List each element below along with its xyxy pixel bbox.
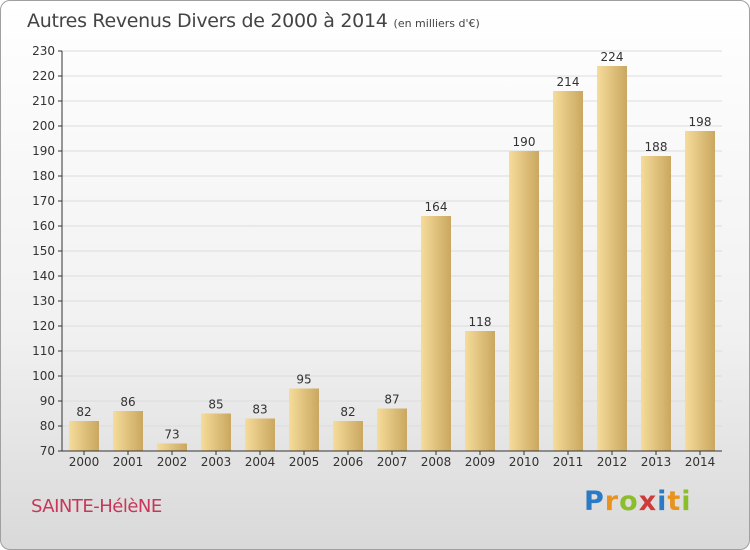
- y-tick-label: 140: [32, 269, 55, 283]
- bar-value-label: 86: [120, 395, 135, 409]
- x-tick-label: 2003: [201, 455, 232, 469]
- bar-2010: [509, 151, 539, 451]
- x-tick-label: 2011: [553, 455, 584, 469]
- y-tick-label: 210: [32, 94, 55, 108]
- x-tick-label: 2002: [157, 455, 188, 469]
- x-tick-label: 2007: [377, 455, 408, 469]
- bar-value-label: 224: [601, 50, 624, 64]
- bar-2008: [421, 216, 451, 451]
- y-tick-label: 190: [32, 144, 55, 158]
- x-tick-label: 2001: [113, 455, 144, 469]
- bar-value-label: 198: [689, 115, 712, 129]
- y-tick-label: 100: [32, 369, 55, 383]
- x-tick-label: 2004: [245, 455, 276, 469]
- bar-value-label: 82: [340, 405, 355, 419]
- x-tick-label: 2000: [69, 455, 100, 469]
- bar-value-label: 190: [513, 135, 536, 149]
- x-tick-label: 2013: [641, 455, 672, 469]
- bar-value-label: 82: [76, 405, 91, 419]
- bar-2014: [685, 131, 715, 451]
- bar-2001: [113, 411, 143, 451]
- y-tick-label: 150: [32, 244, 55, 258]
- x-tick-label: 2009: [465, 455, 496, 469]
- x-tick-label: 2005: [289, 455, 320, 469]
- y-tick-label: 120: [32, 319, 55, 333]
- y-tick-label: 170: [32, 194, 55, 208]
- bar-value-label: 87: [384, 393, 399, 407]
- y-tick-label: 90: [40, 394, 55, 408]
- x-tick-label: 2010: [509, 455, 540, 469]
- y-tick-label: 110: [32, 344, 55, 358]
- bar-value-label: 83: [252, 403, 267, 417]
- bar-value-label: 85: [208, 398, 223, 412]
- bar-value-label: 118: [469, 315, 492, 329]
- bar-2004: [245, 418, 275, 451]
- bar-value-label: 214: [557, 75, 580, 89]
- bar-2002: [157, 443, 187, 451]
- chart-title-text: Autres Revenus Divers de 2000 à 2014: [27, 10, 388, 32]
- bar-2009: [465, 331, 495, 451]
- bar-value-label: 164: [425, 200, 448, 214]
- bar-2012: [597, 66, 627, 451]
- bar-2013: [641, 156, 671, 451]
- y-tick-label: 70: [40, 444, 55, 458]
- chart-title: Autres Revenus Divers de 2000 à 2014 (en …: [27, 10, 480, 32]
- bar-2006: [333, 421, 363, 451]
- bar-value-label: 95: [296, 373, 311, 387]
- y-tick-label: 230: [32, 44, 55, 58]
- commune-name: SAINTE-HélèNE: [31, 496, 162, 517]
- y-tick-label: 180: [32, 169, 55, 183]
- bar-value-label: 73: [164, 428, 179, 442]
- proxiti-logo[interactable]: Proxiti: [584, 486, 692, 517]
- bar-2003: [201, 413, 231, 451]
- bar-2005: [289, 388, 319, 451]
- y-tick-label: 160: [32, 219, 55, 233]
- bars: 82 86 73 85 83 95 82 87 164 118 190 214 224 188 198: [69, 50, 715, 451]
- bar-2000: [69, 421, 99, 451]
- y-tick-label: 130: [32, 294, 55, 308]
- bar-2011: [553, 91, 583, 451]
- chart-unit: (en milliers d'€): [393, 17, 480, 30]
- y-tick-label: 200: [32, 119, 55, 133]
- y-tick-label: 220: [32, 69, 55, 83]
- axes: 7080901001101201301401501601701801902002…: [32, 44, 722, 469]
- bar-value-label: 188: [645, 140, 668, 154]
- x-tick-label: 2008: [421, 455, 452, 469]
- y-tick-label: 80: [40, 419, 55, 433]
- x-tick-label: 2012: [597, 455, 628, 469]
- x-tick-label: 2014: [685, 455, 716, 469]
- x-tick-label: 2006: [333, 455, 364, 469]
- bar-2007: [377, 408, 407, 451]
